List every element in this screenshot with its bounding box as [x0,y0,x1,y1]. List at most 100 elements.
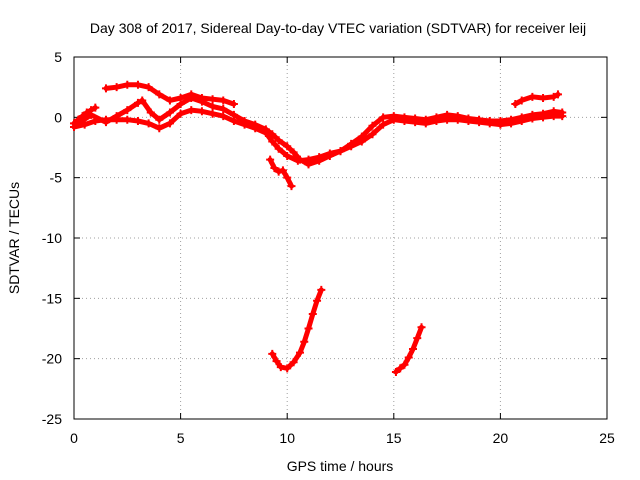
data-point [368,121,377,130]
data-point [417,323,426,332]
data-point [287,182,296,191]
y-tick-label: 5 [54,49,62,65]
data-point [176,94,185,103]
data-point [101,84,110,93]
data-point [411,114,420,123]
x-tick-label: 25 [599,430,615,446]
data-point [549,92,558,101]
data-point [274,144,283,153]
data-point [112,112,121,121]
data-point [208,109,217,118]
data-point [432,113,441,122]
x-tick-label: 10 [279,430,295,446]
data-point [270,164,279,173]
series-1 [74,94,567,169]
data-point [138,96,147,105]
data-point [219,112,228,121]
data-point [274,167,283,176]
data-point [313,296,322,305]
x-tick-label: 15 [386,430,402,446]
data-point [391,367,400,376]
data-point [272,357,281,366]
data-point [283,151,292,160]
data-point [517,113,526,122]
data-point [289,358,298,367]
data-point [517,96,526,105]
data-point [197,107,206,116]
x-tick-label: 0 [70,430,78,446]
data-point [315,156,324,165]
series-5 [266,155,296,191]
data-point [464,114,473,123]
data-point [289,148,298,157]
data-point [123,80,132,89]
plot-frame [73,56,608,420]
y-axis-label: SDTVAR / TECUs [6,182,22,294]
data-point [453,112,462,121]
data-point [496,116,505,125]
data-point [276,363,285,372]
data-point [101,118,110,127]
data-point [283,142,292,151]
y-tick-label: 0 [54,109,62,125]
data-point [112,83,121,92]
data-point [155,90,164,99]
y-tick-label: -25 [42,411,62,427]
data-point [123,106,132,115]
data-point [133,80,142,89]
data-point [558,108,567,117]
data-point [155,124,164,133]
data-point [539,94,548,103]
data-point [421,115,430,124]
data-point [528,110,537,119]
data-point [475,115,484,124]
data-point [300,337,309,346]
data-point [74,115,83,124]
data-point [78,112,87,121]
chart-title: Day 308 of 2017, Sidereal Day-to-day VTE… [90,20,586,36]
data-point [553,90,562,99]
data-point [317,285,326,294]
data-point [347,139,356,148]
data-point [308,310,317,319]
data-point [251,120,260,129]
data-point [336,147,345,156]
axis-ticks [73,56,608,420]
data-point [82,108,91,117]
y-tick-label: -20 [42,351,62,367]
data-point [511,100,520,109]
data-point [379,113,388,122]
series-0 [70,106,567,165]
data-point [208,95,217,104]
data-point [229,110,238,119]
data-point [268,349,277,358]
data-point [304,324,313,333]
x-tick-label: 5 [177,430,185,446]
data-point [325,151,334,160]
series-2 [101,80,238,109]
data-point [443,110,452,119]
series-3 [70,103,100,128]
data-point [549,107,558,116]
data-point [219,96,228,105]
x-axis-label: GPS time / hours [287,458,394,474]
x-tick-label: 20 [493,430,509,446]
data-point [396,364,405,373]
data-point [87,106,96,115]
data-point [507,115,516,124]
data-point [144,83,153,92]
data-point [408,345,417,354]
data-point [274,136,283,145]
data-point [295,155,304,164]
data-point [146,108,155,117]
data-point [187,90,196,99]
data-point [485,116,494,125]
data-point [268,137,277,146]
data-point [155,115,164,124]
series-4 [511,90,562,109]
data-point [208,102,217,111]
series-7 [391,323,426,376]
data-point [91,103,100,112]
data-point [304,160,313,169]
